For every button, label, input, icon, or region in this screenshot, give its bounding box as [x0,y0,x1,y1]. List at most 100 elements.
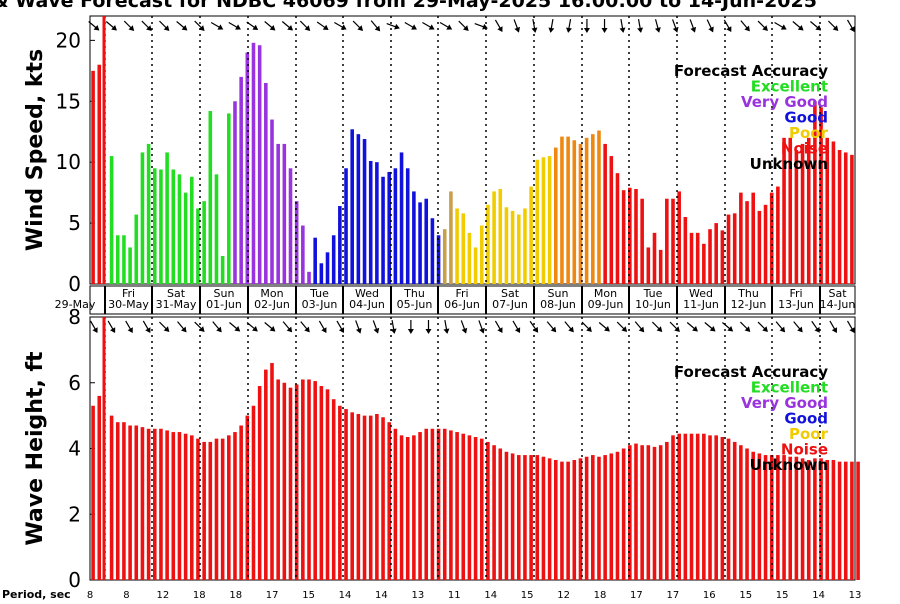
date-strip-day: Fri [789,287,802,300]
wave-height-bar [479,438,484,580]
arrow-head [92,327,98,334]
wind-speed-bar [319,263,324,284]
wave-height-bar [603,455,607,580]
wave-height-bar [825,460,830,580]
date-strip-date: 03-Jun [302,298,338,311]
wind-direction-arrow [159,20,170,31]
wind-speed-bar [584,137,589,284]
wave-direction-arrow [829,320,837,334]
wind-speed-bar [245,52,250,284]
wave-direction-arrow [793,321,803,333]
arrow-head [708,26,714,33]
date-strip-date: 30-May [108,298,149,311]
legend-item: Excellent [751,379,828,397]
wind-speed-bar [257,45,262,285]
wind-speed-bar [658,249,663,284]
wave-height-bar [578,458,583,580]
arrow-head [690,26,697,33]
period-tick: 15 [776,590,789,600]
wind-speed-bar [214,174,219,284]
arrow-head [304,25,311,31]
date-strip-day: Wed [689,287,713,300]
date-strip-day: Fri [455,287,468,300]
period-tick: 18 [193,590,206,600]
legend-item: Unknown [750,155,828,173]
wave-height-ytick-label: 4 [68,437,81,461]
wind-speed-bar [689,232,694,284]
wave-direction-arrow [318,320,327,334]
wave-height-bar [634,443,638,580]
date-strip-date: 29-May [55,298,96,311]
wind-direction-arrow [566,19,572,33]
arrow-head [217,24,224,30]
date-strip-day: Sun [214,287,235,300]
wave-height-bar [800,458,805,580]
wave-direction-arrow [194,321,205,332]
wind-speed-bar [393,168,398,284]
wind-speed-bar [720,230,725,284]
wave-height-bar [695,433,700,580]
wave-direction-arrow [460,320,468,334]
wave-direction-arrow [669,321,680,332]
wave-direction-arrow [229,322,241,332]
arrow-head [355,327,362,334]
wind-direction-arrow [513,19,521,33]
wave-height-ytick-label: 8 [68,305,81,329]
arrow-head [832,25,839,31]
wind-speed-bar [375,162,379,284]
wind-speed-bar [763,204,768,284]
arrow-head [621,326,628,332]
arrow-head [252,325,258,332]
wind-direction-arrow [601,19,608,33]
wind-speed-bar [313,237,317,284]
wind-speed-bar [282,143,287,284]
wind-speed-bar [510,210,515,284]
date-strip-date: 14-Jun [820,298,856,311]
wind-speed-bar [405,168,410,284]
wind-speed-bar [529,186,533,284]
wind-direction-arrow [439,21,453,30]
wave-height-bar [621,448,626,580]
wave-height-bar [523,455,527,580]
date-strip-date: 13-Jun [778,298,814,311]
date-strip-day: Mon [260,287,283,300]
wave-height-bar [325,389,330,580]
wave-direction-arrow [598,322,610,332]
period-tick: 8 [123,590,129,600]
wind-direction-arrow [548,19,555,33]
legend-title: Forecast Accuracy [674,363,828,381]
wind-direction-arrow [740,20,750,32]
wave-height-bar [220,438,225,580]
wind-speed-bar [732,213,737,284]
arrow-head [446,24,453,30]
arrow-head [128,25,135,31]
wind-speed-ytick-label: 5 [68,211,81,235]
wave-height-bar [122,422,126,580]
wind-direction-arrow [494,19,503,33]
wave-height-bar [745,448,749,580]
arrow-head [849,327,855,334]
wave-height-bar [159,428,163,580]
wind-speed-bar [115,235,120,284]
wave-direction-arrow [407,320,414,334]
wave-height-bar [430,428,435,580]
wave-height-bar [819,458,823,580]
wind-speed-bar [504,207,509,284]
arrow-head [428,24,435,30]
wave-direction-arrow [686,322,698,332]
date-strip-date: 09-Jun [588,298,624,311]
legend-item: Poor [789,425,829,443]
wind-speed-bar [825,137,830,284]
wave-height-ylabel: Wave Height, ft [23,351,48,546]
wind-direction-arrow [176,21,188,31]
wave-height-bar [782,455,786,580]
arrow-head [548,27,555,33]
wave-direction-arrow [142,320,151,334]
wind-speed-bar [695,232,700,284]
arrow-head [638,326,645,333]
arrow-head [514,26,521,33]
wind-direction-arrow [583,19,590,33]
wind-speed-bar [806,137,811,284]
wind-speed-bar [461,213,466,284]
